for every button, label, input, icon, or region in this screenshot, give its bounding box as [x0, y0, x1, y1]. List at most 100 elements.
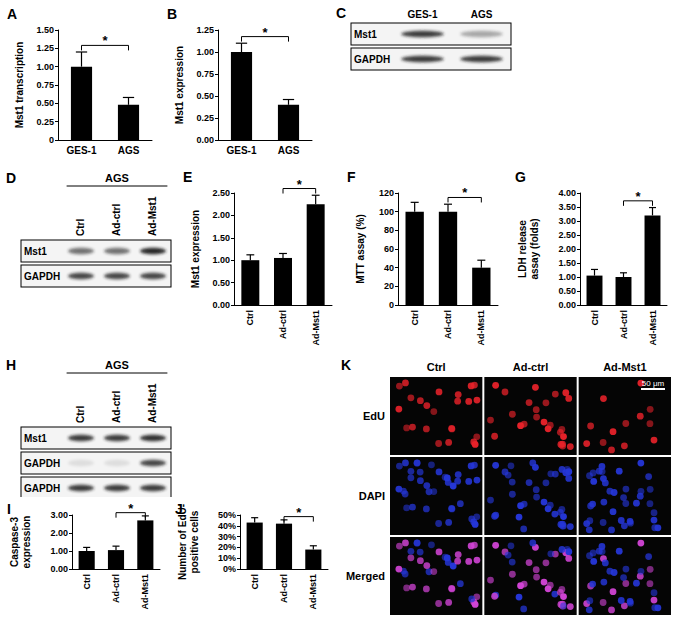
svg-text:1.00: 1.00: [196, 47, 214, 57]
svg-text:Ad-ctrl: Ad-ctrl: [279, 574, 289, 603]
svg-text:Caspase-3: Caspase-3: [9, 517, 20, 567]
svg-text:GAPDH: GAPDH: [354, 54, 390, 65]
svg-text:Ad-ctrl: Ad-ctrl: [513, 361, 548, 373]
svg-text:Ad-ctrl: Ad-ctrl: [443, 310, 453, 339]
svg-text:H: H: [6, 357, 16, 373]
svg-text:0.25: 0.25: [196, 113, 214, 123]
svg-text:0%: 0%: [223, 564, 236, 574]
svg-text:0.00: 0.00: [558, 300, 576, 310]
svg-text:C: C: [336, 5, 346, 21]
svg-text:Mst1 expression: Mst1 expression: [174, 46, 185, 124]
svg-text:*: *: [296, 505, 302, 520]
svg-text:expression: expression: [21, 516, 32, 569]
svg-text:2.00: 2.00: [558, 244, 576, 254]
svg-text:1.50: 1.50: [212, 233, 230, 243]
svg-text:Ad-ctrl: Ad-ctrl: [278, 310, 288, 339]
svg-text:40%: 40%: [218, 521, 236, 531]
svg-text:Mst1: Mst1: [24, 246, 47, 257]
svg-text:40: 40: [384, 263, 394, 273]
svg-text:2.00: 2.00: [50, 528, 68, 538]
svg-text:*: *: [102, 33, 108, 48]
svg-text:GAPDH: GAPDH: [24, 458, 60, 469]
svg-text:0.00: 0.00: [212, 300, 230, 310]
svg-text:1.25: 1.25: [196, 25, 214, 35]
svg-text:1.00: 1.00: [212, 255, 230, 265]
svg-text:I: I: [7, 501, 11, 517]
svg-text:Ad-ctrl: Ad-ctrl: [111, 204, 122, 236]
svg-text:G: G: [515, 169, 526, 185]
svg-text:GES-1: GES-1: [407, 9, 437, 20]
svg-text:50%: 50%: [218, 510, 236, 520]
svg-text:A: A: [7, 6, 17, 22]
svg-text:Mst1 expression: Mst1 expression: [190, 210, 201, 288]
svg-text:Ctrl: Ctrl: [590, 310, 600, 326]
svg-text:1.50: 1.50: [36, 25, 54, 35]
svg-text:Ctrl: Ctrl: [250, 574, 260, 590]
svg-text:K: K: [341, 357, 351, 373]
svg-text:0.50: 0.50: [196, 91, 214, 101]
svg-text:0: 0: [389, 300, 394, 310]
svg-text:80: 80: [384, 225, 394, 235]
svg-text:AGS: AGS: [105, 172, 129, 184]
svg-text:2.50: 2.50: [212, 188, 230, 198]
svg-text:Ctrl: Ctrl: [245, 310, 255, 326]
svg-text:GES-1: GES-1: [226, 145, 256, 156]
svg-text:Mst1: Mst1: [24, 433, 47, 444]
svg-text:EdU: EdU: [363, 410, 385, 422]
svg-text:4.00: 4.00: [558, 188, 576, 198]
svg-text:50 μm: 50 μm: [642, 379, 665, 388]
svg-text:GES-1: GES-1: [66, 145, 96, 156]
svg-text:1.00: 1.00: [50, 546, 68, 556]
svg-text:Ad-Mst1: Ad-Mst1: [147, 196, 158, 236]
svg-text:AGS: AGS: [118, 145, 140, 156]
svg-text:Mst1: Mst1: [354, 29, 377, 40]
svg-text:3.00: 3.00: [558, 216, 576, 226]
svg-text:Ad-ctrl: Ad-ctrl: [619, 310, 629, 339]
svg-text:Ad-Mst1: Ad-Mst1: [147, 383, 158, 423]
svg-text:LDH release: LDH release: [517, 220, 528, 278]
svg-text:GAPDH: GAPDH: [24, 483, 60, 494]
svg-text:F: F: [347, 169, 356, 185]
svg-text:AGS: AGS: [471, 9, 493, 20]
svg-text:30%: 30%: [218, 532, 236, 542]
svg-text:0.00: 0.00: [50, 564, 68, 574]
svg-text:GAPDH: GAPDH: [24, 271, 60, 282]
svg-text:DAPI: DAPI: [359, 490, 385, 502]
svg-text:Ad-Mst1: Ad-Mst1: [476, 310, 486, 346]
svg-text:2.50: 2.50: [558, 230, 576, 240]
svg-text:0.00: 0.00: [196, 135, 214, 145]
svg-text:1.50: 1.50: [558, 258, 576, 268]
svg-text:*: *: [635, 189, 641, 204]
svg-text:0.50: 0.50: [558, 286, 576, 296]
svg-text:Ad-Mst1: Ad-Mst1: [140, 574, 150, 610]
svg-text:20: 20: [384, 281, 394, 291]
svg-text:20%: 20%: [218, 542, 236, 552]
svg-text:0.50: 0.50: [36, 98, 54, 108]
svg-text:100: 100: [379, 207, 394, 217]
svg-text:120: 120: [379, 188, 394, 198]
svg-text:*: *: [262, 25, 268, 40]
svg-text:2.00: 2.00: [212, 210, 230, 220]
svg-text:Ad-Mst1: Ad-Mst1: [308, 574, 318, 610]
svg-text:0.75: 0.75: [36, 80, 54, 90]
svg-text:Ctrl: Ctrl: [427, 361, 446, 373]
svg-text:0.75: 0.75: [196, 69, 214, 79]
svg-text:0: 0: [49, 135, 54, 145]
svg-text:E: E: [183, 169, 192, 185]
svg-text:Ad-Mst1: Ad-Mst1: [603, 361, 646, 373]
svg-text:AGS: AGS: [105, 359, 129, 371]
svg-text:Ad-ctrl: Ad-ctrl: [111, 391, 122, 423]
svg-text:0.25: 0.25: [36, 117, 54, 127]
svg-text:Ctrl: Ctrl: [410, 310, 420, 326]
svg-text:MTT assay (%): MTT assay (%): [355, 214, 366, 283]
svg-text:Ctrl: Ctrl: [82, 574, 92, 590]
svg-text:60: 60: [384, 244, 394, 254]
svg-text:D: D: [6, 170, 16, 186]
svg-text:AGS: AGS: [278, 145, 300, 156]
svg-text:*: *: [462, 185, 468, 200]
svg-text:Ad-Mst1: Ad-Mst1: [648, 310, 658, 346]
svg-text:*: *: [297, 177, 303, 192]
svg-text:Merged: Merged: [346, 570, 385, 582]
svg-text:B: B: [167, 6, 177, 22]
svg-text:Ctrl: Ctrl: [75, 406, 86, 423]
